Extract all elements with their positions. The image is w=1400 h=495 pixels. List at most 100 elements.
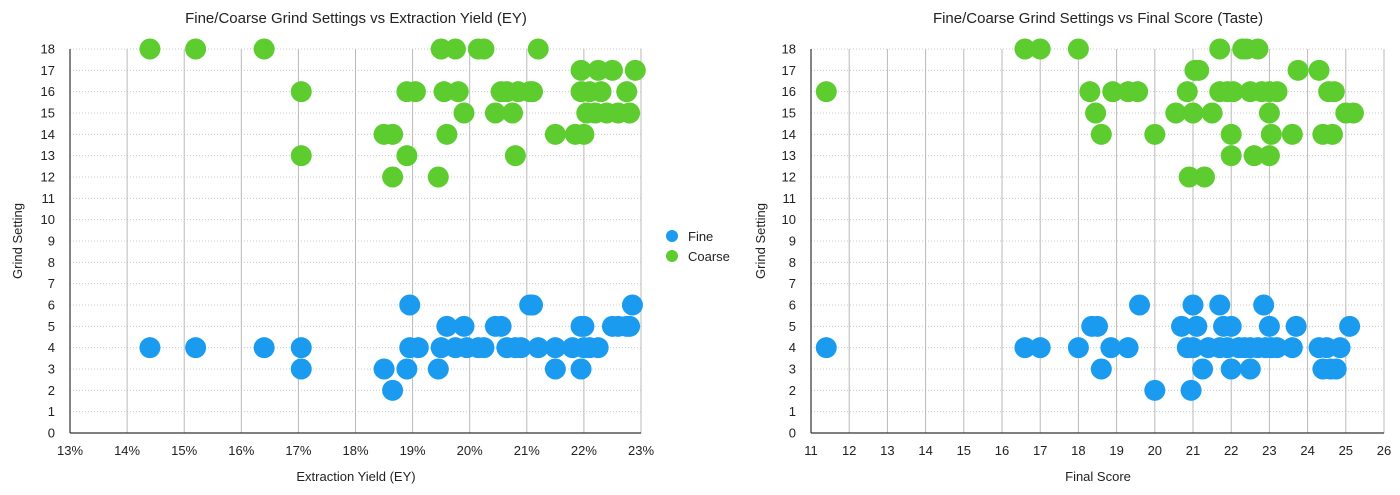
- y-tick-label: 4: [48, 340, 55, 355]
- y-tick-label: 16: [782, 84, 796, 99]
- axis-ticks: 012345678910111213141516171813% 14% 15% 16%…: [41, 42, 655, 459]
- x-tick-label: 16%: [228, 443, 254, 458]
- data-point-coarse: [1322, 124, 1343, 145]
- data-point-coarse: [1085, 103, 1106, 124]
- x-tick-label: 21%: [514, 443, 540, 458]
- data-point-fine: [1330, 337, 1351, 358]
- x-axis-label: Extraction Yield (EY): [296, 469, 415, 484]
- legend-label-coarse: Coarse: [688, 249, 730, 264]
- data-point-coarse: [1259, 145, 1280, 166]
- y-tick-label: 9: [789, 234, 796, 249]
- data-point-coarse: [428, 167, 449, 188]
- x-tick-label: 23: [1262, 443, 1276, 458]
- y-tick-label: 8: [789, 255, 796, 270]
- x-tick-label: 21: [1186, 443, 1200, 458]
- data-point-coarse: [445, 39, 466, 60]
- data-point-coarse: [1288, 60, 1309, 81]
- y-tick-label: 18: [782, 42, 796, 57]
- data-point-fine: [382, 380, 403, 401]
- y-axis-label: Grind Setting: [10, 203, 25, 279]
- data-point-coarse: [1247, 39, 1268, 60]
- data-point-coarse: [573, 124, 594, 145]
- y-tick-label: 12: [41, 170, 55, 185]
- y-tick-label: 5: [789, 319, 796, 334]
- y-tick-label: 10: [782, 212, 796, 227]
- data-point-fine: [1030, 337, 1051, 358]
- y-tick-label: 18: [41, 42, 55, 57]
- data-point-coarse: [1259, 103, 1280, 124]
- data-point-coarse: [545, 124, 566, 145]
- y-tick-label: 1: [48, 404, 55, 419]
- data-point-coarse: [1209, 39, 1230, 60]
- data-point-fine: [1286, 316, 1307, 337]
- data-point-coarse: [528, 39, 549, 60]
- y-tick-label: 0: [789, 426, 796, 441]
- x-tick-label: 19%: [400, 443, 426, 458]
- data-point-fine: [545, 359, 566, 380]
- data-point-fine: [1144, 380, 1165, 401]
- x-tick-label: 20: [1148, 443, 1162, 458]
- x-tick-label: 11: [804, 443, 818, 458]
- data-points: [139, 39, 645, 401]
- data-point-coarse: [382, 124, 403, 145]
- data-point-fine: [622, 295, 643, 316]
- data-point-coarse: [816, 81, 837, 102]
- x-tick-label: 26: [1377, 443, 1391, 458]
- y-tick-label: 6: [48, 298, 55, 313]
- data-point-fine: [1091, 359, 1112, 380]
- data-point-fine: [1282, 337, 1303, 358]
- data-point-coarse: [382, 167, 403, 188]
- data-point-coarse: [1068, 39, 1089, 60]
- y-tick-label: 12: [782, 170, 796, 185]
- data-point-fine: [1118, 337, 1139, 358]
- data-point-fine: [1326, 359, 1347, 380]
- y-tick-label: 3: [789, 362, 796, 377]
- data-point-fine: [291, 359, 312, 380]
- chart-title: Fine/Coarse Grind Settings vs Extraction…: [185, 10, 527, 27]
- data-point-fine: [428, 359, 449, 380]
- x-tick-label: 15: [957, 443, 971, 458]
- data-point-coarse: [254, 39, 275, 60]
- data-point-fine: [573, 316, 594, 337]
- data-point-fine: [1240, 359, 1261, 380]
- data-point-coarse: [396, 145, 417, 166]
- x-tick-label: 19: [1109, 443, 1123, 458]
- y-tick-label: 14: [782, 127, 796, 142]
- y-tick-label: 15: [782, 106, 796, 121]
- data-point-fine: [491, 316, 512, 337]
- y-tick-label: 4: [789, 340, 796, 355]
- chart-extraction-yield: Fine/Coarse Grind Settings vs Extraction…: [10, 10, 654, 484]
- data-point-coarse: [505, 145, 526, 166]
- x-tick-label: 17: [1033, 443, 1047, 458]
- x-tick-label: 24: [1300, 443, 1314, 458]
- data-point-coarse: [291, 81, 312, 102]
- axis-ticks: 012345678910111213141516171811 12 13 14 15 16…: [782, 42, 1392, 459]
- x-tick-label: 18%: [342, 443, 368, 458]
- data-point-fine: [1181, 380, 1202, 401]
- x-tick-label: 22: [1224, 443, 1238, 458]
- data-point-coarse: [1221, 145, 1242, 166]
- data-point-coarse: [436, 124, 457, 145]
- data-point-coarse: [522, 81, 543, 102]
- data-point-coarse: [473, 39, 494, 60]
- y-tick-label: 10: [41, 212, 55, 227]
- y-tick-label: 0: [48, 426, 55, 441]
- data-point-coarse: [1324, 81, 1345, 102]
- y-tick-label: 11: [783, 191, 797, 206]
- y-tick-label: 5: [48, 319, 55, 334]
- data-point-coarse: [139, 39, 160, 60]
- data-point-coarse: [1267, 81, 1288, 102]
- data-point-coarse: [448, 81, 469, 102]
- data-point-coarse: [1188, 60, 1209, 81]
- data-point-fine: [1186, 316, 1207, 337]
- data-point-coarse: [1261, 124, 1282, 145]
- x-tick-label: 12: [842, 443, 856, 458]
- data-point-coarse: [405, 81, 426, 102]
- y-tick-label: 3: [48, 362, 55, 377]
- data-point-coarse: [1127, 81, 1148, 102]
- data-point-coarse: [1183, 103, 1204, 124]
- y-tick-label: 2: [48, 383, 55, 398]
- data-point-fine: [522, 295, 543, 316]
- data-point-fine: [1129, 295, 1150, 316]
- x-tick-label: 14: [918, 443, 932, 458]
